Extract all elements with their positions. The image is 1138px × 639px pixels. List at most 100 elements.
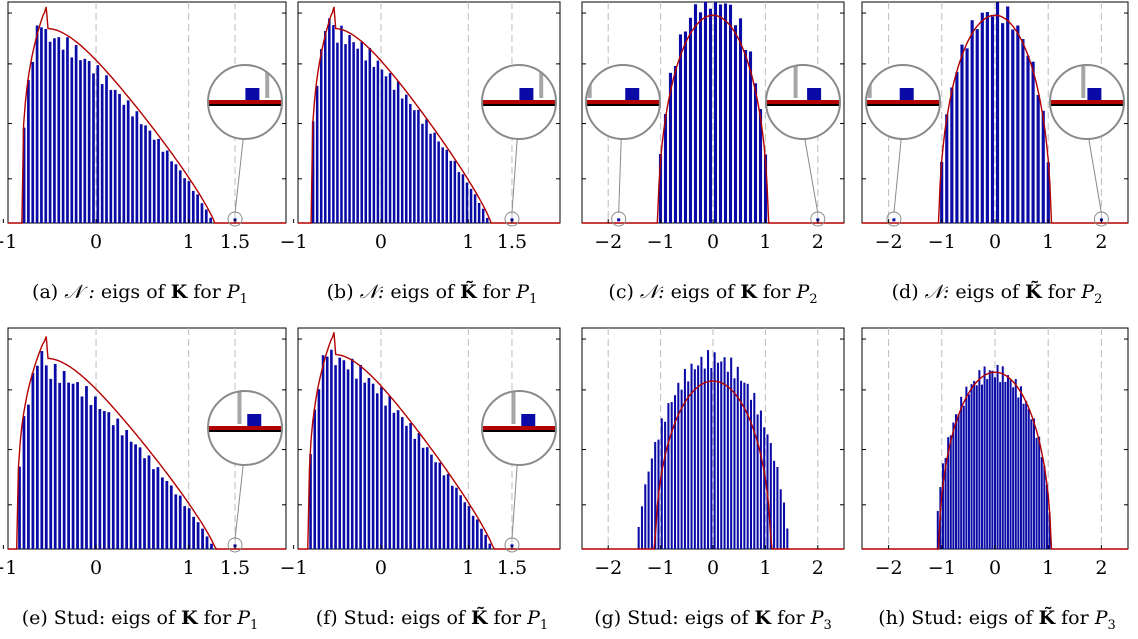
- histogram-bar: [102, 411, 106, 549]
- histogram-bar: [723, 3, 728, 223]
- histogram-bar: [437, 141, 440, 223]
- caption-family: 𝒩:: [924, 281, 950, 303]
- caption-matrix: K̃: [1038, 607, 1056, 629]
- histogram-bar: [1043, 465, 1046, 549]
- histogram-bar: [945, 114, 949, 223]
- histogram-bar: [733, 378, 736, 549]
- histogram-bar: [1019, 386, 1022, 549]
- histogram-bar: [434, 462, 437, 549]
- histogram-bar: [313, 409, 317, 549]
- histogram-bar: [111, 425, 115, 549]
- zoom-curve: [208, 426, 282, 430]
- x-tick-label: 0: [989, 231, 1001, 253]
- histogram-bar: [152, 139, 156, 223]
- histogram-bar: [94, 396, 97, 549]
- zoom-inset: [481, 390, 557, 553]
- histogram-bar: [328, 18, 331, 224]
- histogram-bar: [342, 360, 346, 549]
- histogram-bar: [139, 124, 143, 223]
- histogram-bar: [445, 149, 448, 223]
- histogram-bar: [324, 31, 327, 223]
- histogram-bar: [941, 463, 944, 549]
- histogram-bar: [1004, 381, 1007, 549]
- histogram-bar: [954, 414, 957, 549]
- histogram-bar: [477, 202, 481, 223]
- histogram-bar: [703, 368, 706, 549]
- histogram-bar: [61, 49, 65, 223]
- histogram-bar: [204, 209, 208, 223]
- x-tick-label: −1: [280, 231, 308, 253]
- histogram-bar: [116, 418, 120, 549]
- x-tick-label: −1: [928, 231, 956, 253]
- histogram-bar: [1017, 397, 1020, 549]
- histogram-bar: [723, 357, 726, 549]
- histogram-bar: [205, 536, 209, 549]
- x-tick-label: 2: [1095, 557, 1107, 579]
- caption-prefix: (g) Stud: eigs of: [594, 607, 755, 629]
- zoom-connector: [511, 138, 518, 214]
- histogram-bar: [985, 12, 989, 224]
- histogram-bar: [736, 366, 739, 549]
- histogram-bar: [35, 25, 39, 223]
- histogram-bar: [753, 83, 758, 223]
- zoom-ring: [481, 390, 557, 466]
- zoom-connector: [511, 464, 518, 540]
- histogram-bar: [396, 410, 400, 549]
- histogram-bar: [22, 127, 26, 223]
- histogram-bar: [769, 443, 772, 549]
- histogram-bar: [317, 389, 321, 549]
- histogram-bar: [716, 362, 719, 549]
- zoom-ring: [1049, 64, 1125, 140]
- histogram-bar: [1022, 403, 1025, 549]
- histogram-bar: [160, 477, 164, 549]
- histogram-bar: [748, 51, 753, 223]
- histogram-bar: [309, 454, 312, 549]
- histogram-bar: [187, 508, 191, 549]
- histogram-bar: [143, 458, 146, 549]
- histogram-bar: [49, 378, 53, 549]
- density-curve: [862, 371, 1128, 550]
- caption-variable: P: [237, 607, 251, 629]
- x-tick-label: −2: [875, 231, 903, 253]
- x-tick-label: −1: [647, 557, 675, 579]
- histogram-bar: [703, 2, 708, 223]
- histogram-bar: [480, 528, 483, 549]
- zoom-ring: [865, 64, 941, 140]
- histogram-bar: [425, 119, 428, 223]
- histogram-bar: [469, 188, 473, 223]
- histogram-bar: [484, 534, 487, 549]
- histogram-bar: [465, 182, 469, 223]
- histogram-bar: [352, 42, 355, 223]
- histogram-bar: [693, 4, 698, 223]
- x-tick-label: −2: [875, 557, 903, 579]
- histogram-bar: [663, 114, 668, 223]
- histogram-bar: [371, 383, 375, 549]
- caption-matrix: K: [181, 607, 198, 629]
- x-tick-label: 0: [375, 231, 387, 253]
- zoom-curve: [866, 100, 940, 104]
- histogram-bar: [975, 29, 979, 224]
- histogram-bar: [786, 528, 789, 549]
- histogram-bar: [48, 41, 52, 223]
- histogram-bar: [488, 543, 492, 549]
- histogram-bar: [321, 355, 325, 549]
- histogram-bar: [120, 435, 124, 549]
- caption-prefix: (b): [326, 281, 360, 303]
- zoom-gridline: [511, 391, 516, 424]
- histogram-bar: [1030, 419, 1033, 549]
- zoom-content: [866, 65, 940, 139]
- histogram-bar: [936, 510, 939, 549]
- histogram-bar: [1031, 61, 1035, 224]
- x-tick-label: −1: [0, 557, 17, 579]
- zoom-bar: [625, 88, 640, 100]
- histogram-bar: [733, 25, 738, 224]
- histogram-bar: [995, 2, 1000, 224]
- histogram-bar: [100, 84, 104, 223]
- histogram-bar: [129, 441, 133, 549]
- histogram-bar: [125, 429, 129, 549]
- panel-f: −1 0 1 1.5: [280, 327, 561, 579]
- zoom-axis: [208, 429, 282, 432]
- density-curve: [298, 6, 560, 224]
- caption-variable: P: [527, 607, 540, 629]
- histogram-bar: [384, 76, 388, 223]
